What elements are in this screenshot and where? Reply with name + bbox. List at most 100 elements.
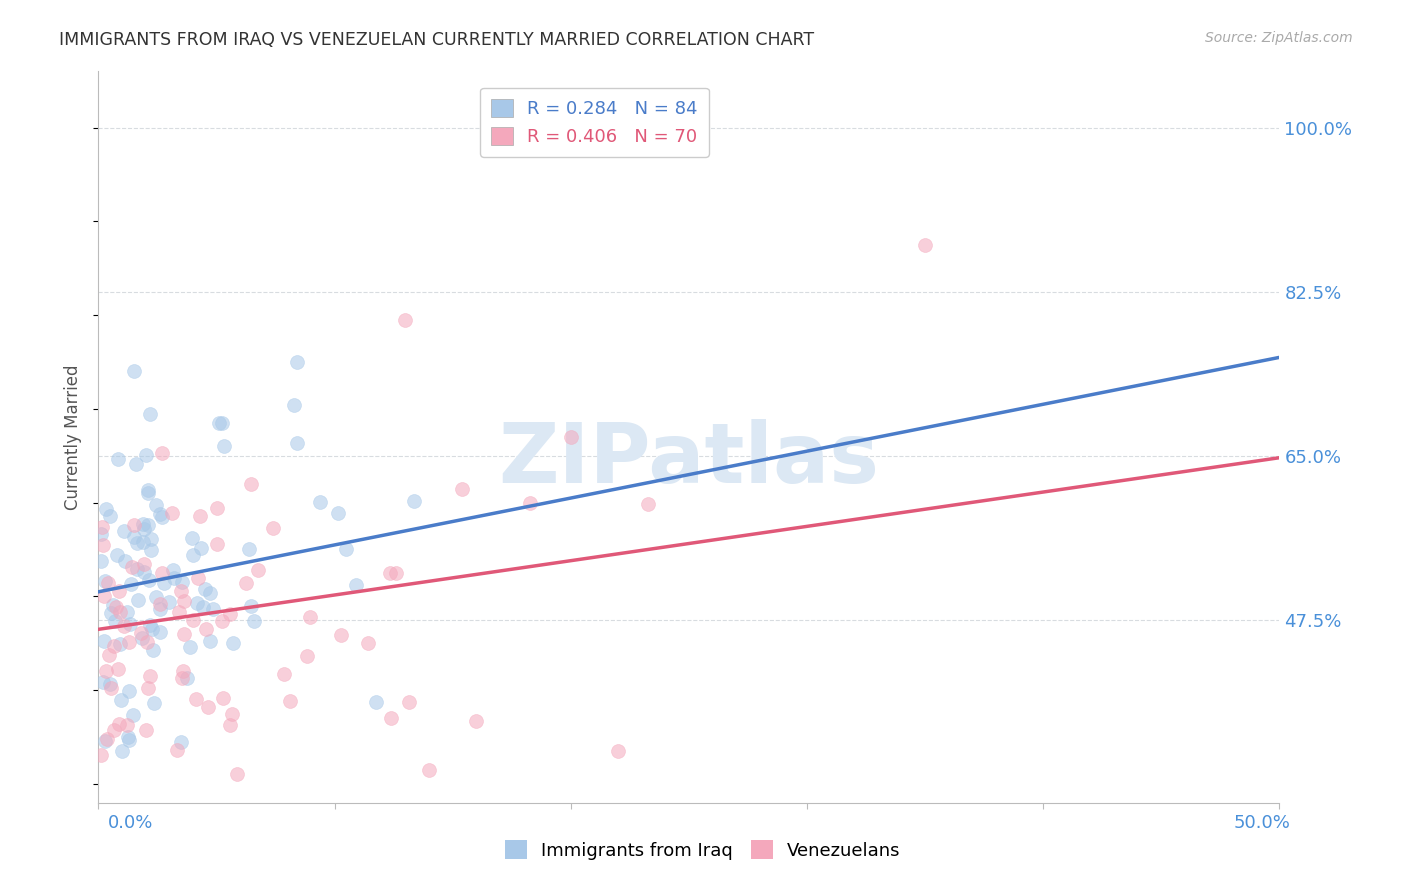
Point: [103, 598, 125, 612]
Point: [122, 707, 145, 722]
Point: [108, 717, 131, 731]
Point: [149, 507, 172, 521]
Point: [96, 731, 118, 746]
Point: [118, 617, 141, 632]
Point: [125, 562, 148, 576]
Point: [103, 723, 125, 738]
Point: [139, 618, 162, 632]
Point: [221, 707, 243, 722]
Point: [378, 566, 401, 580]
Point: [100, 606, 122, 620]
Point: [129, 626, 152, 640]
Point: [160, 506, 183, 520]
Point: [238, 541, 260, 556]
Point: [208, 416, 231, 430]
Point: [328, 506, 350, 520]
Text: 50.0%: 50.0%: [1234, 814, 1291, 831]
Point: [108, 637, 131, 651]
Point: [222, 636, 245, 650]
Point: [183, 548, 205, 562]
Point: [202, 602, 225, 616]
Point: [136, 485, 159, 500]
Point: [519, 496, 541, 510]
Point: [125, 457, 148, 471]
Point: [150, 566, 173, 581]
Point: [122, 364, 145, 378]
Point: [117, 731, 139, 745]
Point: [295, 648, 318, 663]
Point: [176, 671, 198, 685]
Point: [188, 509, 211, 524]
Point: [181, 531, 204, 545]
Point: [142, 643, 165, 657]
Point: [299, 610, 322, 624]
Point: [218, 718, 240, 732]
Point: [186, 596, 208, 610]
Point: [308, 494, 330, 508]
Point: [98, 677, 121, 691]
Point: [262, 521, 284, 535]
Point: [103, 640, 125, 654]
Point: [212, 439, 235, 453]
Point: [145, 498, 167, 512]
Point: [110, 693, 132, 707]
Point: [127, 593, 149, 607]
Point: [364, 694, 387, 708]
Point: [135, 634, 157, 648]
Text: Source: ZipAtlas.com: Source: ZipAtlas.com: [1205, 31, 1353, 45]
Point: [136, 483, 159, 497]
Point: [219, 607, 242, 622]
Point: [247, 563, 270, 577]
Point: [143, 696, 166, 710]
Point: [124, 517, 146, 532]
Point: [418, 763, 440, 777]
Point: [115, 605, 138, 619]
Point: [166, 743, 188, 757]
Legend: R = 0.284   N = 84, R = 0.406   N = 70: R = 0.284 N = 84, R = 0.406 N = 70: [481, 87, 709, 157]
Point: [104, 615, 127, 629]
Point: [181, 613, 204, 627]
Text: IMMIGRANTS FROM IRAQ VS VENEZUELAN CURRENTLY MARRIED CORRELATION CHART: IMMIGRANTS FROM IRAQ VS VENEZUELAN CURRE…: [59, 31, 814, 49]
Point: [205, 500, 228, 515]
Point: [136, 518, 159, 533]
Point: [211, 416, 233, 430]
Point: [118, 733, 141, 747]
Point: [91, 674, 114, 689]
Point: [380, 711, 402, 725]
Text: ZIPatlas: ZIPatlas: [499, 418, 879, 500]
Point: [173, 593, 195, 607]
Point: [94, 574, 117, 589]
Point: [96, 501, 118, 516]
Point: [125, 536, 148, 550]
Point: [187, 571, 209, 585]
Point: [170, 574, 193, 589]
Point: [107, 584, 129, 599]
Point: [235, 576, 257, 591]
Point: [135, 449, 157, 463]
Point: [173, 627, 195, 641]
Point: [170, 584, 193, 599]
Y-axis label: Currently Married: Currently Married: [65, 364, 83, 510]
Point: [139, 669, 162, 683]
Point: [100, 681, 122, 696]
Point: [149, 601, 172, 615]
Point: [357, 636, 380, 650]
Point: [211, 614, 233, 628]
Point: [197, 699, 219, 714]
Point: [107, 662, 129, 676]
Point: [134, 565, 156, 579]
Point: [111, 744, 134, 758]
Point: [193, 600, 215, 615]
Point: [607, 744, 630, 758]
Point: [117, 634, 139, 648]
Point: [169, 605, 191, 619]
Point: [205, 537, 228, 551]
Point: [120, 577, 142, 591]
Point: [91, 538, 114, 552]
Point: [145, 590, 167, 604]
Point: [163, 571, 186, 585]
Point: [114, 554, 136, 568]
Point: [90, 520, 112, 534]
Point: [465, 714, 488, 728]
Point: [172, 664, 194, 678]
